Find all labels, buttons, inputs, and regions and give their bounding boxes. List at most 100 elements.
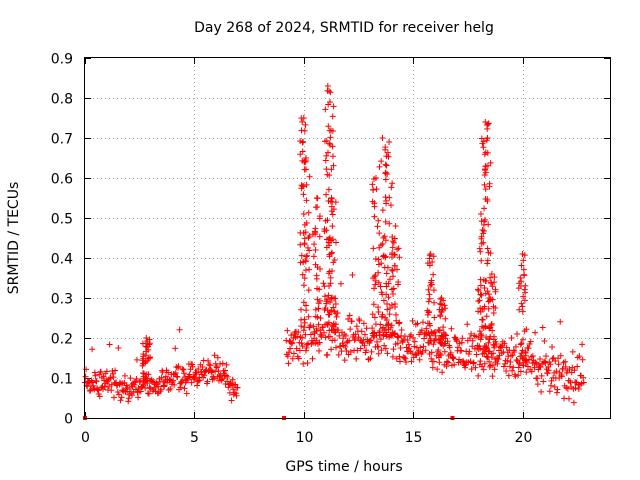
data-point	[294, 333, 301, 340]
data-point	[371, 273, 378, 280]
data-point	[478, 218, 485, 225]
data-point	[346, 337, 353, 344]
data-point	[386, 311, 393, 318]
y-tick-label: 0	[64, 412, 73, 428]
data-point	[470, 360, 477, 367]
data-point	[341, 357, 348, 364]
data-point	[328, 194, 335, 201]
data-point	[186, 371, 193, 378]
data-point	[333, 344, 340, 351]
data-point	[509, 352, 516, 359]
data-point	[486, 183, 493, 190]
data-point	[485, 305, 492, 312]
data-point	[82, 373, 89, 380]
data-point	[139, 362, 146, 369]
data-point	[371, 314, 378, 321]
data-point	[538, 372, 545, 379]
y-tick-label: 0.9	[51, 52, 73, 68]
data-point	[489, 296, 496, 303]
data-point	[165, 369, 172, 376]
data-point	[224, 378, 231, 385]
data-point	[369, 181, 376, 188]
data-point	[303, 181, 310, 188]
data-point	[430, 271, 437, 278]
data-point	[195, 365, 202, 372]
data-point	[180, 370, 187, 377]
data-point	[481, 360, 488, 367]
data-point	[337, 343, 344, 350]
data-point	[401, 354, 408, 361]
data-point	[330, 162, 337, 169]
data-point	[507, 358, 514, 365]
data-point	[378, 347, 385, 354]
data-point	[324, 149, 331, 156]
data-point	[137, 388, 144, 395]
data-point	[482, 216, 489, 223]
data-point	[427, 251, 434, 257]
data-point	[317, 315, 324, 322]
data-point	[125, 395, 132, 402]
data-point	[351, 337, 358, 344]
data-point	[375, 279, 382, 286]
data-point	[335, 327, 342, 334]
data-point	[495, 355, 502, 362]
data-point	[546, 388, 553, 395]
data-point	[477, 248, 484, 255]
data-point	[375, 308, 382, 315]
data-point	[211, 352, 218, 359]
data-point	[495, 347, 502, 354]
data-point	[366, 337, 373, 344]
data-point	[380, 297, 387, 304]
data-point	[325, 235, 332, 242]
data-point	[430, 329, 437, 336]
data-point	[381, 233, 388, 240]
data-point	[419, 348, 426, 355]
data-point	[313, 195, 320, 201]
data-point	[302, 155, 309, 161]
data-point	[487, 250, 494, 257]
data-point	[523, 326, 530, 333]
data-point	[511, 349, 518, 356]
data-point	[503, 344, 510, 351]
data-point	[519, 303, 526, 310]
data-point	[531, 364, 538, 371]
data-point	[441, 302, 448, 309]
data-point	[481, 343, 488, 350]
data-point	[315, 321, 322, 328]
data-point	[409, 317, 416, 324]
data-point	[342, 332, 349, 339]
data-point	[329, 113, 336, 120]
data-point	[394, 246, 401, 253]
data-point	[312, 261, 319, 268]
data-point	[142, 343, 149, 350]
data-point	[396, 254, 403, 261]
data-point	[375, 304, 382, 311]
data-point	[180, 366, 187, 373]
data-point	[331, 337, 338, 344]
data-point	[378, 289, 385, 296]
data-point	[95, 387, 102, 394]
data-point	[146, 384, 153, 391]
data-point	[476, 297, 483, 304]
data-point	[521, 286, 528, 293]
data-point	[426, 291, 433, 298]
data-point	[284, 353, 291, 360]
data-point	[389, 332, 396, 339]
data-point	[383, 322, 390, 329]
grid-layer	[85, 58, 610, 418]
data-point	[523, 369, 530, 376]
data-point	[405, 341, 412, 348]
data-point	[289, 339, 296, 346]
data-point	[540, 378, 547, 385]
data-point	[176, 326, 183, 333]
data-point	[386, 220, 393, 227]
data-point	[301, 241, 308, 248]
data-point	[480, 138, 487, 145]
data-point	[508, 334, 515, 341]
data-point	[570, 399, 577, 406]
data-point	[135, 385, 142, 392]
data-point	[382, 345, 389, 352]
data-point	[564, 385, 571, 392]
data-point	[484, 122, 491, 129]
data-point	[398, 327, 405, 334]
